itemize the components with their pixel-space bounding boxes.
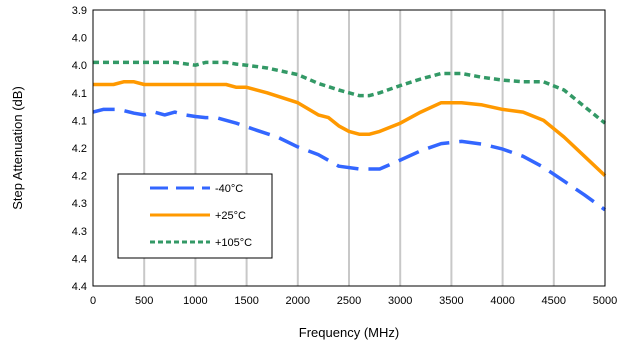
x-tick-label: 5000	[593, 295, 617, 307]
legend: -40°C +25°C +105°C	[117, 173, 273, 259]
y-tick-label: 4.1	[72, 115, 87, 127]
y-axis-title: Step Attenuation (dB)	[10, 86, 25, 210]
x-tick-label: 2000	[286, 295, 310, 307]
x-tick-label: 3500	[439, 295, 463, 307]
y-tick-labels: 3.9 4.0 4.0 4.1 4.1 4.2 4.2 4.3 4.3 4.4 4.4	[72, 5, 87, 293]
series-layer	[92, 60, 607, 212]
series-line-0	[92, 107, 607, 212]
y-tick-label: 4.1	[72, 88, 87, 100]
x-tick-label: 1000	[183, 295, 207, 307]
x-tick-label: 500	[135, 295, 153, 307]
y-tick-label: 4.4	[72, 281, 87, 293]
legend-label-plus25: +25°C	[215, 210, 246, 222]
x-tick-label: 3000	[388, 295, 412, 307]
plot-frame	[92, 9, 606, 287]
series-line-1	[93, 80, 607, 177]
legend-label-plus105: +105°C	[215, 237, 252, 249]
y-tick-label: 4.0	[72, 60, 87, 72]
y-tick-label: 4.3	[72, 198, 87, 210]
x-tick-label: 0	[90, 295, 96, 307]
legend-label-minus40: -40°C	[215, 183, 243, 195]
series-line-2	[93, 60, 607, 125]
x-tick-label: 2500	[337, 295, 361, 307]
x-tick-label: 4000	[490, 295, 514, 307]
y-tick-label: 4.2	[72, 143, 87, 155]
y-tick-label: 4.0	[72, 33, 87, 45]
x-tick-label: 1500	[234, 295, 258, 307]
y-tick-label: 4.4	[72, 253, 87, 265]
x-tick-labels: 0 500 1000 1500 2000 2500 3000 3500 4000 4500 5000	[90, 295, 617, 307]
x-axis-title: Frequency (MHz)	[299, 325, 399, 340]
y-tick-label: 4.3	[72, 226, 87, 238]
grid-lines	[143, 10, 555, 286]
y-tick-label: 4.2	[72, 171, 87, 183]
y-tick-label: 3.9	[72, 5, 87, 17]
x-tick-label: 4500	[542, 295, 566, 307]
